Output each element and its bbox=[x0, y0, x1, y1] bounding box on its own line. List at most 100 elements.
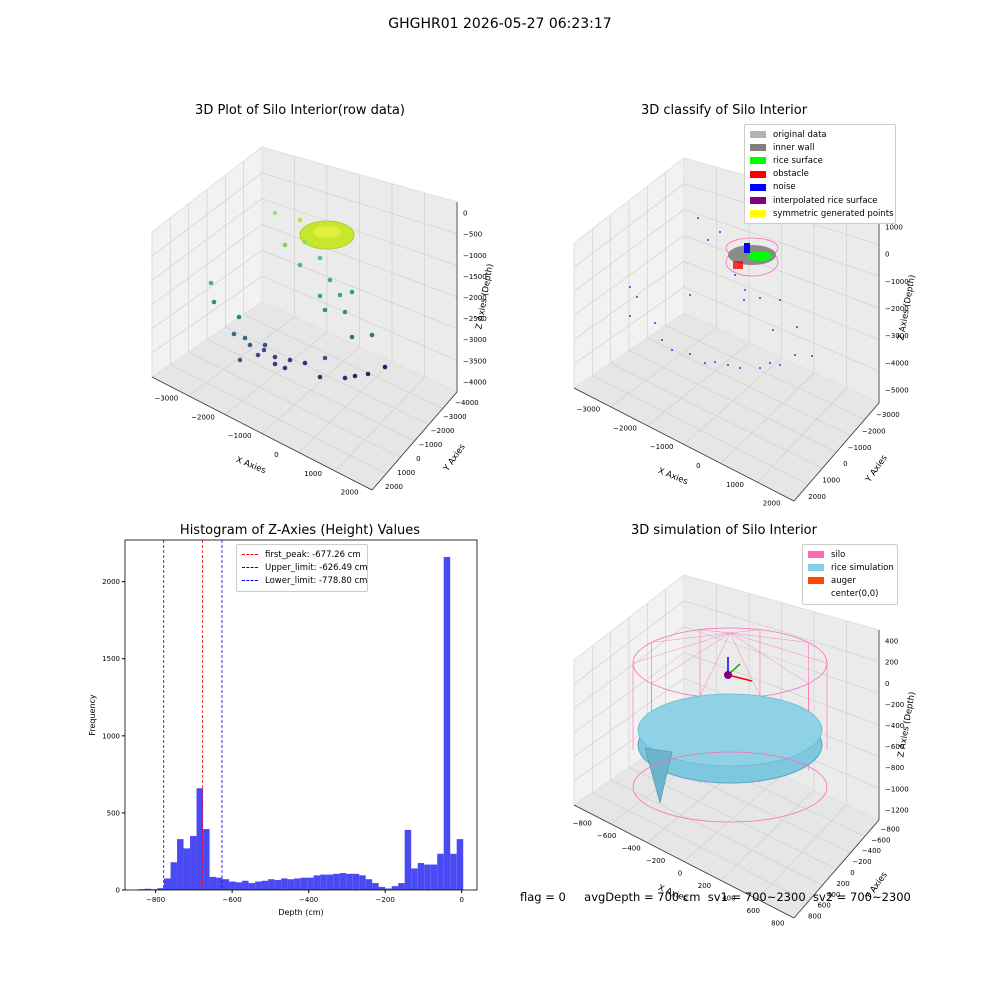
legend-label: first_peak: -677.26 cm bbox=[265, 549, 361, 560]
x-axis-line bbox=[573, 804, 795, 919]
histogram-bar bbox=[261, 880, 269, 890]
histogram-bar bbox=[300, 877, 308, 890]
histogram-bar bbox=[268, 879, 275, 890]
legend-entry: auger bbox=[808, 574, 892, 587]
histogram-bar bbox=[196, 788, 204, 890]
noise-point bbox=[744, 289, 746, 291]
legend-label: silo bbox=[831, 549, 846, 560]
legend-swatch bbox=[750, 210, 766, 218]
silo-roof-line bbox=[651, 632, 731, 643]
silo-roof-line bbox=[729, 632, 809, 684]
y-axis-label: Frequency bbox=[88, 694, 97, 736]
histogram-bar bbox=[424, 864, 431, 890]
x-tick-label: −400 bbox=[621, 844, 640, 852]
y-tick-label: 0 bbox=[850, 869, 854, 877]
legend-label: symmetric generated points bbox=[773, 208, 894, 219]
histogram-bar bbox=[229, 881, 236, 890]
grid-line bbox=[151, 172, 263, 257]
legend-swatch bbox=[242, 580, 258, 582]
histogram-bar bbox=[157, 888, 165, 890]
rice-simulation-top bbox=[637, 693, 823, 767]
y-tick-label: −3000 bbox=[876, 411, 900, 419]
data-point bbox=[208, 280, 214, 286]
plot-frame bbox=[124, 539, 478, 891]
status-footer: flag = 0 avgDepth = 700 cm sv1 = 700~230… bbox=[520, 890, 911, 904]
histogram-bar bbox=[456, 839, 464, 890]
z-tick-label: −1000 bbox=[463, 252, 487, 260]
data-point bbox=[342, 309, 348, 315]
y-tick-label: 0 bbox=[116, 887, 120, 895]
histogram-bar bbox=[144, 888, 152, 890]
histogram-bar bbox=[209, 876, 217, 890]
data-point bbox=[272, 210, 278, 216]
histogram-bar bbox=[411, 868, 418, 890]
histogram-bar bbox=[443, 556, 451, 890]
data-point bbox=[272, 361, 278, 367]
z-tick-label: −600 bbox=[885, 743, 904, 751]
x-tick-label: −3000 bbox=[576, 405, 600, 413]
data-point bbox=[282, 242, 288, 248]
sv2-text: sv2 = 700~2300 bbox=[812, 890, 911, 904]
data-point bbox=[337, 292, 343, 298]
x-tick-label: −200 bbox=[376, 896, 395, 904]
histogram-bar bbox=[404, 829, 412, 890]
x-axis-label: X Axies bbox=[234, 455, 267, 476]
histogram-bar bbox=[339, 873, 347, 890]
legend-swatch bbox=[808, 564, 824, 572]
z-tick-label: −4000 bbox=[885, 359, 909, 367]
data-point bbox=[247, 342, 253, 348]
z-tick-label: 0 bbox=[885, 251, 889, 259]
histogram-bar bbox=[242, 880, 249, 890]
histogram-bar bbox=[378, 886, 386, 890]
histogram-bar bbox=[437, 853, 444, 890]
data-point bbox=[261, 347, 267, 353]
noise-point bbox=[796, 326, 798, 328]
noise-point bbox=[779, 299, 781, 301]
data-point bbox=[382, 364, 388, 370]
silo-roof-line bbox=[729, 632, 761, 697]
histogram-bar bbox=[203, 829, 210, 890]
noise-point bbox=[704, 362, 706, 364]
y-tick-label: 1000 bbox=[822, 477, 840, 485]
y-tick-label: 1000 bbox=[397, 469, 415, 477]
y-axis-line bbox=[793, 819, 880, 919]
histogram-bar bbox=[313, 875, 321, 890]
x-axis-label: Depth (cm) bbox=[278, 908, 323, 917]
legend-swatch bbox=[750, 197, 766, 205]
z-tick-label: −3000 bbox=[463, 336, 487, 344]
legend-swatch bbox=[808, 577, 824, 585]
x-tick-label: 200 bbox=[698, 882, 711, 890]
silo-roof-line bbox=[699, 632, 731, 697]
legend-swatch bbox=[750, 170, 766, 178]
silo-roof-line bbox=[632, 632, 731, 664]
histogram-bar bbox=[326, 874, 334, 890]
histogram-bar bbox=[183, 848, 191, 890]
histogram-bar bbox=[417, 863, 425, 890]
z-tick-label: −2000 bbox=[885, 305, 909, 313]
data-point bbox=[317, 255, 323, 261]
z-tick-label: 400 bbox=[885, 638, 898, 646]
raw-3d-axes: −3000−2000−1000010002000200010000−1000−2… bbox=[151, 145, 496, 497]
histogram-bar bbox=[320, 874, 327, 890]
y-tick-label: −200 bbox=[852, 858, 871, 866]
z-tick-label: −1200 bbox=[885, 806, 909, 814]
noise-point bbox=[759, 367, 761, 369]
raw-plot-title: 3D Plot of Silo Interior(row data) bbox=[195, 103, 405, 118]
x-tick-label: 2000 bbox=[763, 500, 781, 508]
simulation-plot-title: 3D simulation of Silo Interior bbox=[631, 523, 817, 538]
y-tick-label: 0 bbox=[843, 460, 847, 468]
x-tick-label: −1000 bbox=[650, 443, 674, 451]
legend-label: original data bbox=[773, 129, 827, 140]
legend-entry: original data bbox=[750, 128, 890, 141]
histogram-bar bbox=[222, 879, 230, 890]
y-tick-label: 600 bbox=[817, 902, 830, 910]
noise-point bbox=[636, 296, 638, 298]
legend-swatch bbox=[750, 144, 766, 152]
z-tick-label: 0 bbox=[463, 210, 467, 218]
data-point bbox=[255, 352, 261, 358]
noise-point bbox=[743, 299, 745, 301]
data-point bbox=[297, 217, 303, 223]
legend-entry: symmetric generated points bbox=[750, 207, 894, 220]
legend-entry: obstacle bbox=[750, 168, 890, 181]
